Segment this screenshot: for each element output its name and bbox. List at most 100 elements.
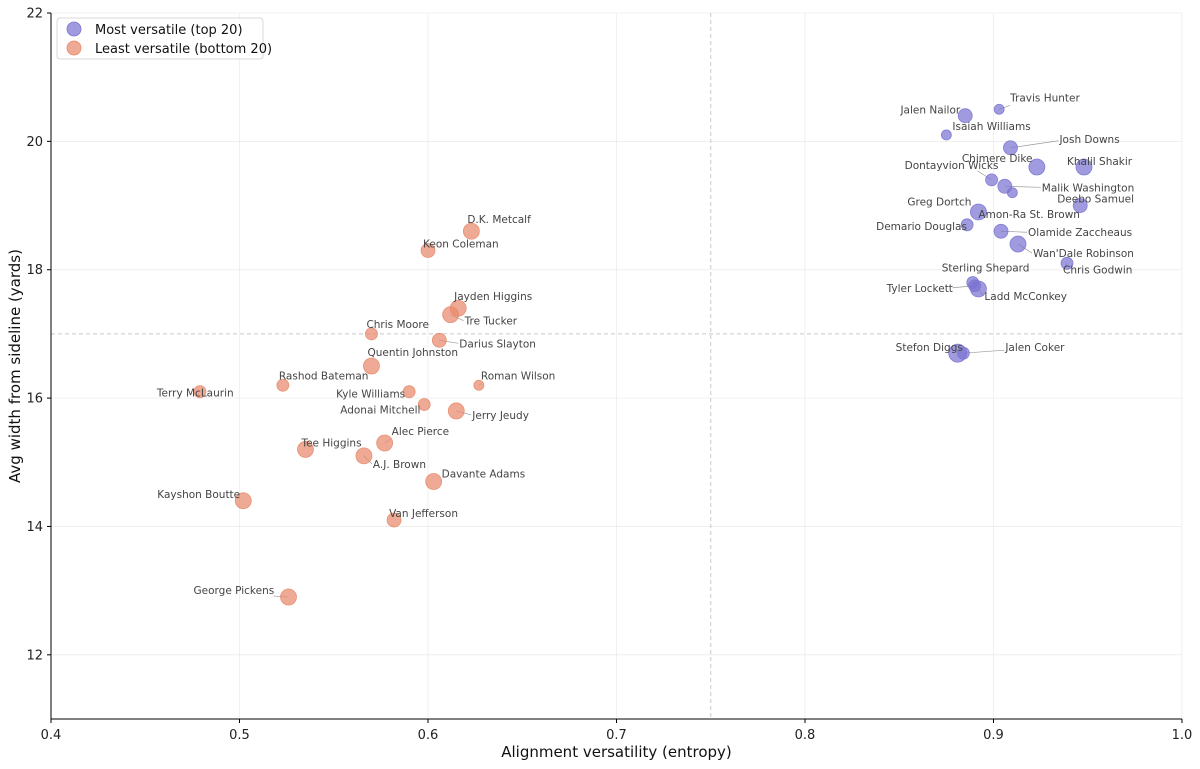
legend-frame (56, 17, 264, 60)
y-tick-label: 14 (26, 520, 43, 535)
least-versatile-point (376, 434, 394, 452)
axes: 0.4 0.5 0.6 0.7 0.8 0.9 1.0 12 14 16 18 20 22 (26, 7, 1192, 744)
point-label: Demario Douglas (876, 221, 967, 233)
point-label: Jalen Nailor (899, 105, 960, 117)
least-versatile-point (386, 512, 402, 528)
least-versatile-point (473, 379, 485, 391)
point-label: Olamide Zaccheaus (1028, 227, 1132, 239)
least-versatile-point (355, 447, 373, 465)
point-label: Isaiah Williams (952, 121, 1030, 133)
least-versatile-point (402, 385, 416, 399)
point-label: Chris Godwin (1063, 264, 1132, 276)
point-label: Quentin Johnston (367, 347, 458, 359)
point-label: Amon-Ra St. Brown (978, 209, 1080, 221)
point-label: Van Jefferson (389, 508, 458, 520)
y-tick-label: 12 (26, 648, 43, 663)
grid (50, 12, 1183, 719)
point-label: D.K. Metcalf (467, 214, 531, 226)
least-versatile-point (417, 398, 431, 411)
most-versatile-point (993, 223, 1009, 239)
x-tick-label: 0.8 (795, 728, 816, 743)
x-tick-label: 1.0 (1172, 728, 1193, 743)
point-label: Chris Moore (366, 319, 428, 331)
reference-lines (51, 13, 1182, 719)
point-label: Terry McLaurin (156, 388, 234, 400)
most-versatile-point (956, 346, 970, 360)
most-versatile-point (1075, 158, 1093, 176)
most-versatile-point (1009, 235, 1027, 253)
point-label: Chimere Dike (962, 153, 1033, 165)
point-label: Kyle Williams (336, 389, 405, 401)
x-tick-label: 0.4 (41, 728, 62, 743)
point-label: Josh Downs (1058, 134, 1119, 146)
point-label: Kayshon Boutte (157, 489, 240, 501)
least-versatile-point (276, 378, 290, 392)
label-leader-line (1010, 140, 1059, 149)
point-label: George Pickens (194, 585, 275, 597)
x-tick-label: 0.5 (229, 728, 250, 743)
least-versatile-point (447, 402, 465, 420)
least-versatile-point (193, 385, 207, 399)
point-label: Sterling Shepard (942, 263, 1030, 275)
y-axis-title: Avg width from sideline (yards) (6, 249, 24, 483)
x-tick-label: 0.9 (983, 728, 1004, 743)
point-label: Deebo Samuel (1057, 194, 1134, 206)
point-label: Dontayvion Wicks (905, 160, 999, 172)
legend-marker-least (66, 40, 82, 56)
most-versatile-point (993, 103, 1005, 115)
point-label: Malik Washington (1042, 182, 1134, 194)
x-tick-label: 0.7 (606, 728, 627, 743)
least-versatile-point (462, 222, 480, 240)
data-points (193, 103, 1093, 606)
point-label: Rashod Bateman (279, 370, 369, 382)
point-label: Jalen Coker (1004, 342, 1065, 354)
least-versatile-point (425, 473, 443, 490)
point-label: Ladd McConkey (984, 291, 1067, 303)
point-label: Roman Wilson (481, 370, 555, 382)
most-versatile-point (1003, 140, 1018, 156)
y-tick-label: 22 (26, 7, 43, 22)
least-versatile-point (297, 441, 314, 458)
y-tick-label: 16 (26, 392, 43, 407)
label-leader-line (963, 349, 1005, 354)
y-tick-label: 18 (26, 263, 43, 278)
most-versatile-point (970, 203, 987, 221)
most-versatile-point (970, 280, 987, 298)
least-versatile-point (280, 588, 297, 606)
x-tick-label: 0.6 (418, 728, 439, 743)
point-label: Adonai Mitchell (340, 405, 420, 417)
point-label: Jayden Higgins (453, 291, 532, 303)
point-label: Wan'Dale Robinson (1033, 248, 1134, 260)
point-label: Tre Tucker (464, 316, 518, 328)
most-versatile-point (940, 129, 952, 141)
legend-marker-most (66, 21, 82, 37)
point-label: A.J. Brown (373, 459, 426, 471)
least-versatile-point (442, 306, 460, 324)
point-label: Greg Dortch (907, 197, 971, 209)
least-versatile-point (363, 357, 380, 375)
y-tick-label: 20 (26, 135, 43, 150)
most-versatile-point (957, 108, 973, 124)
least-versatile-point (234, 492, 252, 510)
legend-label-least: Least versatile (bottom 20) (95, 42, 272, 57)
point-label: Darius Slayton (459, 338, 536, 350)
point-label: Alec Pierce (392, 426, 449, 438)
least-versatile-point (420, 243, 436, 258)
x-axis-title: Alignment versatility (entropy) (501, 743, 732, 761)
point-label: Jerry Jeudy (471, 410, 529, 422)
point-labels: Travis Hunter Jalen Nailor Isaiah Williams… (156, 92, 1134, 597)
most-versatile-point (1072, 198, 1088, 213)
most-versatile-point (985, 173, 999, 187)
point-label: Tee Higgins (300, 437, 361, 449)
least-versatile-point (431, 332, 447, 348)
legend-label-most: Most versatile (top 20) (95, 23, 243, 38)
most-versatile-point (1006, 187, 1018, 199)
point-label: Khalil Shakir (1067, 156, 1133, 168)
point-label: Stefon Diggs (896, 342, 963, 354)
point-label: Tyler Lockett (886, 283, 953, 295)
most-versatile-point (1060, 256, 1074, 270)
point-label: Davante Adams (442, 469, 526, 481)
legend: Most versatile (top 20) Least versatile … (56, 17, 272, 60)
point-label: Keon Coleman (423, 238, 499, 250)
